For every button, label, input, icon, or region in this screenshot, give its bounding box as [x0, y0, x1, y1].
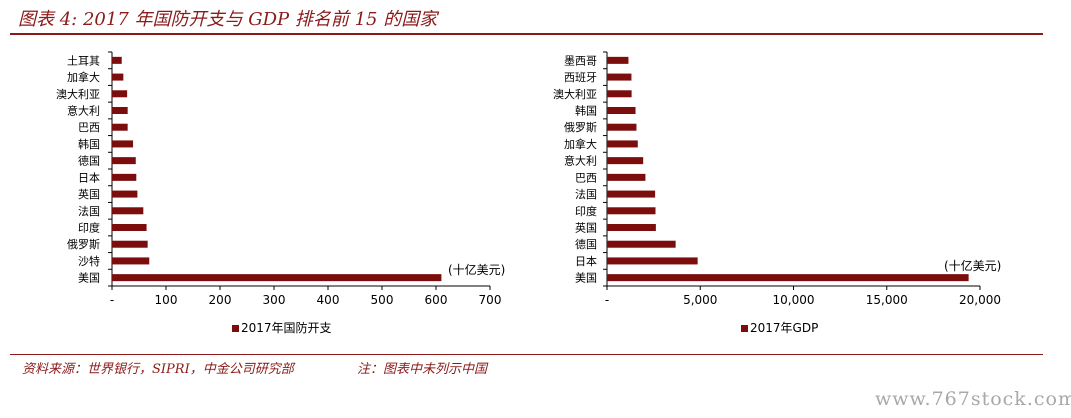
bar: [112, 107, 128, 114]
bar: [607, 190, 656, 198]
bar: [112, 140, 134, 148]
bar: [607, 140, 638, 148]
y-tick-label: 美国: [575, 272, 597, 285]
bar: [607, 56, 629, 64]
y-tick-label: 澳大利亚: [56, 87, 100, 101]
y-tick-label: 墨西哥: [564, 54, 597, 67]
y-tick-label: 意大利: [67, 104, 100, 118]
x-tick-label: 15,000: [866, 293, 908, 307]
unit-annotation: (十亿美元): [448, 262, 505, 277]
bar: [112, 173, 137, 181]
y-tick-label: 意大利: [564, 154, 597, 168]
bar: [112, 56, 122, 64]
bar: [112, 240, 148, 248]
footnote: 注：图表中未列示中国: [357, 362, 488, 377]
bar: [112, 224, 147, 231]
bar: [607, 207, 656, 215]
x-tick-label: 5,000: [683, 293, 717, 307]
y-tick-label: 韩国: [78, 137, 100, 151]
y-tick-label: 沙特: [78, 254, 100, 268]
y-tick-label: 巴西: [78, 121, 100, 134]
y-tick-label: 加拿大: [564, 137, 597, 151]
figure-title: 图表 4: 2017 年国防开支与 GDP 排名前 15 的国家: [18, 9, 438, 30]
y-tick-label: 日本: [575, 254, 597, 268]
bar: [607, 257, 698, 265]
bar: [607, 240, 676, 248]
bar: [112, 207, 144, 215]
y-tick-label: 日本: [78, 170, 100, 184]
bar: [112, 73, 124, 81]
legend-label: 2017年GDP: [750, 321, 818, 335]
x-tick-label: -: [605, 293, 609, 307]
bar: [112, 274, 442, 282]
y-tick-label: 加拿大: [67, 70, 100, 84]
bar: [607, 173, 646, 181]
legend-swatch: [232, 325, 239, 332]
x-tick-label: 10,000: [773, 293, 815, 307]
y-tick-label: 俄罗斯: [67, 238, 100, 251]
x-tick-label: 20,000: [959, 293, 1001, 307]
bar: [112, 157, 136, 165]
y-tick-label: 英国: [575, 221, 597, 235]
y-tick-label: 俄罗斯: [564, 121, 597, 134]
x-tick-label: 700: [479, 293, 502, 307]
bar: [112, 123, 128, 131]
bar: [112, 90, 128, 98]
x-tick-label: -: [110, 293, 114, 307]
bar: [607, 157, 644, 165]
x-tick-label: 500: [371, 293, 394, 307]
x-tick-label: 400: [317, 293, 340, 307]
y-tick-label: 印度: [575, 204, 597, 218]
bar: [607, 107, 636, 114]
title-rule: [10, 33, 1043, 35]
x-tick-label: 100: [155, 293, 178, 307]
y-tick-label: 英国: [78, 187, 100, 201]
x-tick-label: 200: [209, 293, 232, 307]
y-tick-label: 西班牙: [564, 71, 597, 84]
y-tick-label: 美国: [78, 272, 100, 285]
legend-label: 2017年国防开支: [241, 320, 332, 335]
legend-swatch: [741, 325, 748, 332]
unit-annotation: (十亿美元): [944, 258, 1001, 273]
bar: [112, 190, 138, 198]
y-tick-label: 澳大利亚: [553, 87, 597, 101]
footer-rule: [10, 354, 1043, 355]
y-tick-label: 德国: [575, 237, 597, 251]
y-tick-label: 印度: [78, 221, 100, 235]
bar: [607, 274, 969, 282]
x-tick-label: 600: [425, 293, 448, 307]
watermark: www.767stock.com: [875, 388, 1071, 410]
y-tick-label: 土耳其: [67, 54, 100, 67]
bar: [607, 224, 656, 231]
y-tick-label: 韩国: [575, 104, 597, 118]
x-tick-label: 300: [263, 293, 286, 307]
y-tick-label: 法国: [78, 204, 100, 218]
source-note: 资料来源：世界银行，SIPRI，中金公司研究部: [22, 362, 294, 377]
y-tick-label: 巴西: [575, 171, 597, 184]
y-tick-label: 德国: [78, 154, 100, 168]
bar: [607, 73, 632, 81]
bar: [112, 257, 150, 265]
y-tick-label: 法国: [575, 187, 597, 201]
bar: [607, 123, 637, 131]
bar: [607, 90, 632, 98]
